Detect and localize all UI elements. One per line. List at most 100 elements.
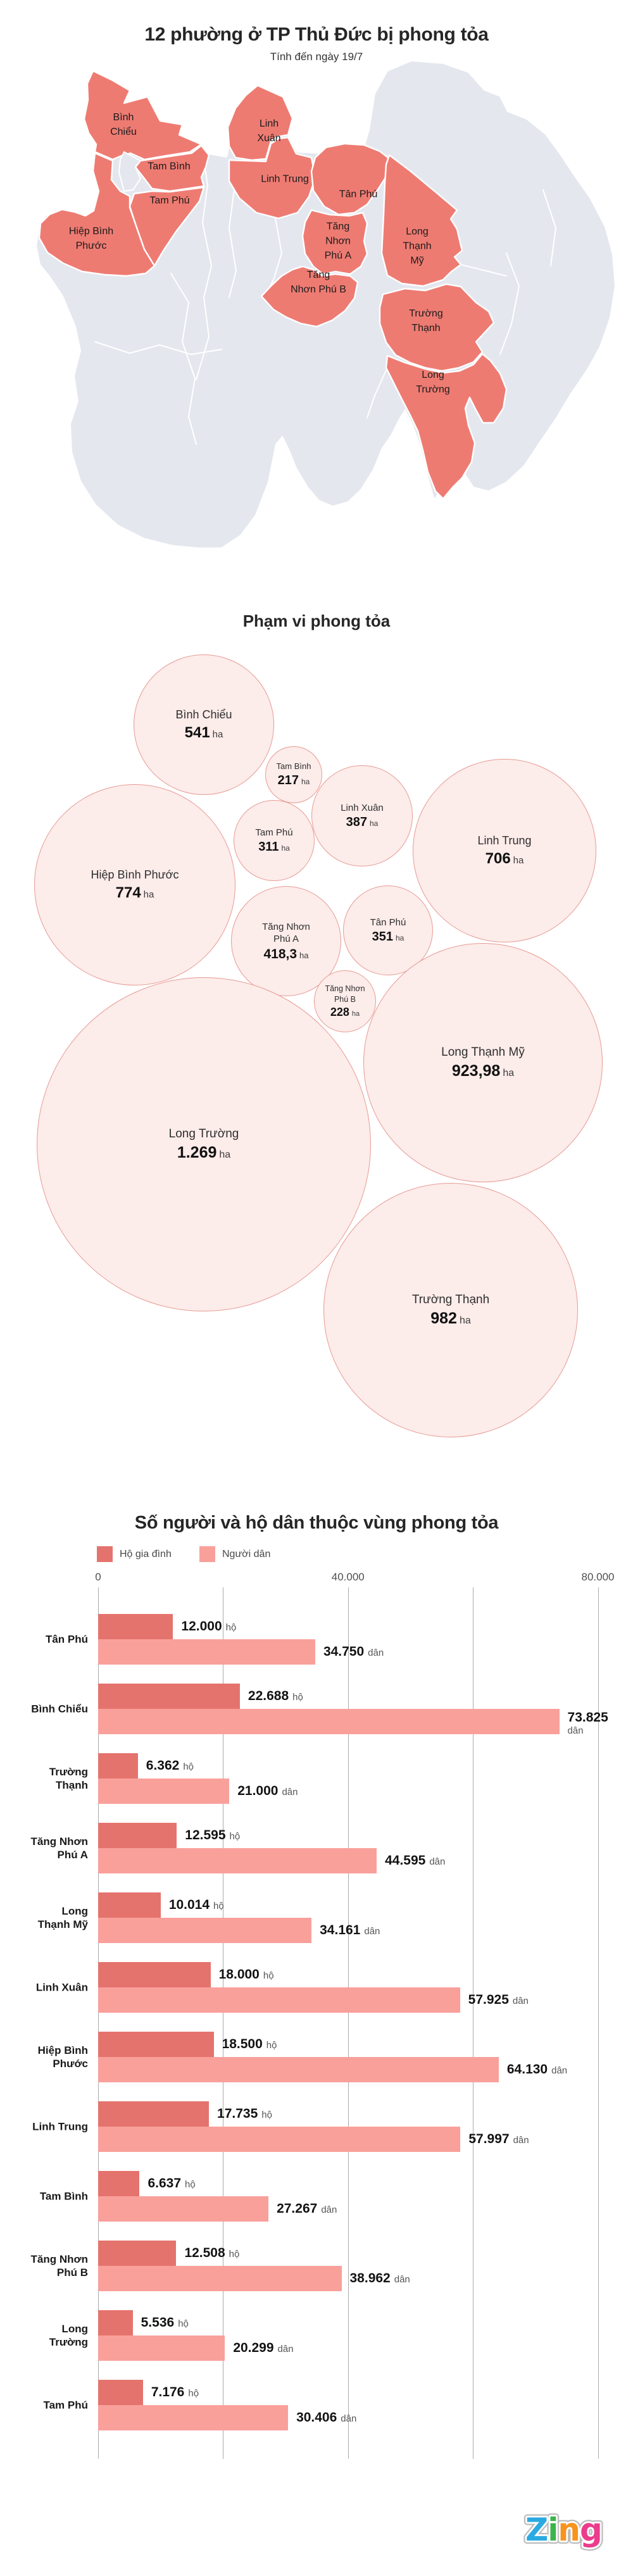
value-unit: dân (551, 2065, 568, 2076)
bar-households-value: 18.000 hộ (219, 1967, 274, 1982)
bubble-value-unit: ha (351, 1010, 360, 1018)
bubble-name: Hiệp Bình Phước (91, 868, 179, 882)
ward-long-thanh-my (380, 154, 463, 287)
bubble-value: 351 ha (372, 930, 404, 944)
value-unit: hộ (261, 2110, 272, 2120)
value-unit: hộ (183, 1761, 194, 1772)
value-unit: dân (368, 1648, 384, 1658)
bubble-value-number: 982 (430, 1309, 457, 1327)
gridline (348, 1587, 349, 2459)
page-title: 12 phường ở TP Thủ Đức bị phong tỏa (144, 24, 489, 45)
value-unit: hộ (263, 1970, 274, 1981)
value-unit: dân (394, 2274, 410, 2285)
bar-residents-value: 27.267 dân (277, 2201, 337, 2216)
value-number: 57.997 (468, 2132, 510, 2146)
bar-row-label: Hiệp Bình Phước (4, 2044, 88, 2070)
bubble-value-number: 706 (485, 849, 511, 867)
value-number: 30.406 (296, 2410, 337, 2425)
bar-residents-value: 34.161 dân (320, 1923, 380, 1938)
bubble-value: 774 ha (116, 884, 154, 902)
value-unit: hộ (229, 1831, 241, 1842)
bubble-name: Long Trường (168, 1127, 239, 1141)
residents-swatch (199, 1546, 215, 1562)
value-unit: hộ (292, 1692, 303, 1703)
bubble-value-number: 217 (277, 773, 299, 787)
value-number: 64.130 (506, 2062, 548, 2077)
bubble-value: 387 ha (346, 815, 379, 830)
bar-residents (98, 1987, 460, 2013)
value-number: 38.962 (349, 2271, 391, 2285)
value-unit: hộ (213, 1901, 224, 1911)
bar-row-label: Linh Trung (4, 2120, 88, 2134)
households-label: Hộ gia đình (120, 1548, 172, 1560)
bar-row-label-line: Long (61, 1905, 88, 1917)
bar-residents-value: 34.750 dân (323, 1644, 384, 1660)
value-unit: dân (429, 1856, 446, 1867)
bar-households (98, 1823, 177, 1848)
value-unit: hộ (188, 2388, 199, 2399)
bar-households (98, 2032, 214, 2057)
bubble-value-unit: ha (396, 934, 404, 943)
value-unit: hộ (178, 2318, 189, 2329)
bar-row-label-line: Tam Bình (39, 2190, 88, 2203)
bar-residents-value: 38.962 dân (350, 2271, 410, 2286)
bubble-value-unit: ha (212, 728, 223, 740)
value-number: 17.735 (217, 2106, 258, 2121)
bar-row-label-line: Linh Xuân (35, 1981, 88, 1994)
bubble-name: Trường Thạnh (411, 1293, 490, 1307)
value-unit: dân (513, 2135, 529, 2146)
bar-households-value: 10.014 hộ (169, 1898, 224, 1913)
value-number: 5.536 (141, 2315, 175, 2330)
bubble-value: 1.269 ha (177, 1144, 230, 1162)
ward-tang-nhon-phu-b (260, 265, 359, 328)
value-unit: dân (321, 2204, 337, 2215)
page-subtitle: Tính đến ngày 19/7 (270, 51, 363, 63)
bar-residents (98, 2057, 499, 2082)
value-number: 44.595 (385, 1853, 426, 1868)
bar-row-label-line: Tăng Nhơn (30, 1835, 88, 1848)
value-number: 34.161 (320, 1923, 361, 1937)
bubble-name: Phú B (334, 994, 356, 1004)
bar-households (98, 2310, 133, 2335)
ward-tang-nhon-phu-a (301, 209, 368, 275)
value-number: 18.000 (218, 1967, 260, 1982)
bar-households-value: 7.176 hộ (151, 2385, 199, 2400)
bar-chart-title: Số người và hộ dân thuộc vùng phong tỏa (134, 1513, 499, 1533)
bar-households-value: 12.595 hộ (185, 1828, 240, 1843)
value-unit: dân (341, 2413, 357, 2424)
bar-row-label-line: Bình Chiểu (31, 1703, 88, 1715)
value-number: 12.595 (185, 1828, 226, 1842)
value-number: 27.267 (277, 2201, 318, 2216)
bubble-value-number: 923,98 (451, 1061, 501, 1080)
value-number: 20.299 (233, 2341, 274, 2355)
bubble-value: 706 ha (486, 850, 524, 868)
bar-row-label-line: Tam Phú (43, 2399, 88, 2411)
bar-residents (98, 2405, 289, 2430)
bubble-name: Tam Bình (276, 761, 311, 772)
axis-tick: 40.000 (331, 1571, 365, 1583)
bar-row-label: Trường Thạnh (4, 1765, 88, 1792)
value-number: 6.637 (147, 2176, 182, 2191)
bar-row-label-line: Trường (49, 1766, 88, 1778)
bubble-value-number: 387 (346, 815, 367, 830)
bubble-linh-xuan: Linh Xuân 387 ha (311, 765, 413, 866)
bar-row-label-line: Linh Trung (32, 2120, 88, 2133)
thu-duc-map (35, 59, 617, 549)
bar-row-label-line: Trường (49, 2336, 88, 2348)
ward-hiep-binh-phuoc (38, 152, 156, 277)
bar-residents-value: 73.825 dân (568, 1711, 608, 1737)
households-swatch (97, 1546, 113, 1562)
value-unit: hộ (225, 1622, 237, 1633)
bar-row-label: Long Thạnh Mỹ (4, 1904, 88, 1931)
bar-row-label-line: Tân Phú (45, 1633, 88, 1646)
bar-residents-value: 20.299 dân (233, 2341, 293, 2356)
value-unit: dân (282, 1787, 298, 1798)
bubble-tang-nhon-phu-b: Tăng Nhơn Phú B 228 ha (314, 970, 376, 1032)
value-number: 57.925 (468, 1992, 509, 2007)
bubble-value: 311 ha (258, 840, 290, 854)
bar-row-label-line: Long (61, 2323, 88, 2335)
bar-households-value: 5.536 hộ (141, 2315, 189, 2330)
bar-row-label: Long Trường (4, 2322, 88, 2349)
ward-linh-xuan (227, 84, 294, 161)
